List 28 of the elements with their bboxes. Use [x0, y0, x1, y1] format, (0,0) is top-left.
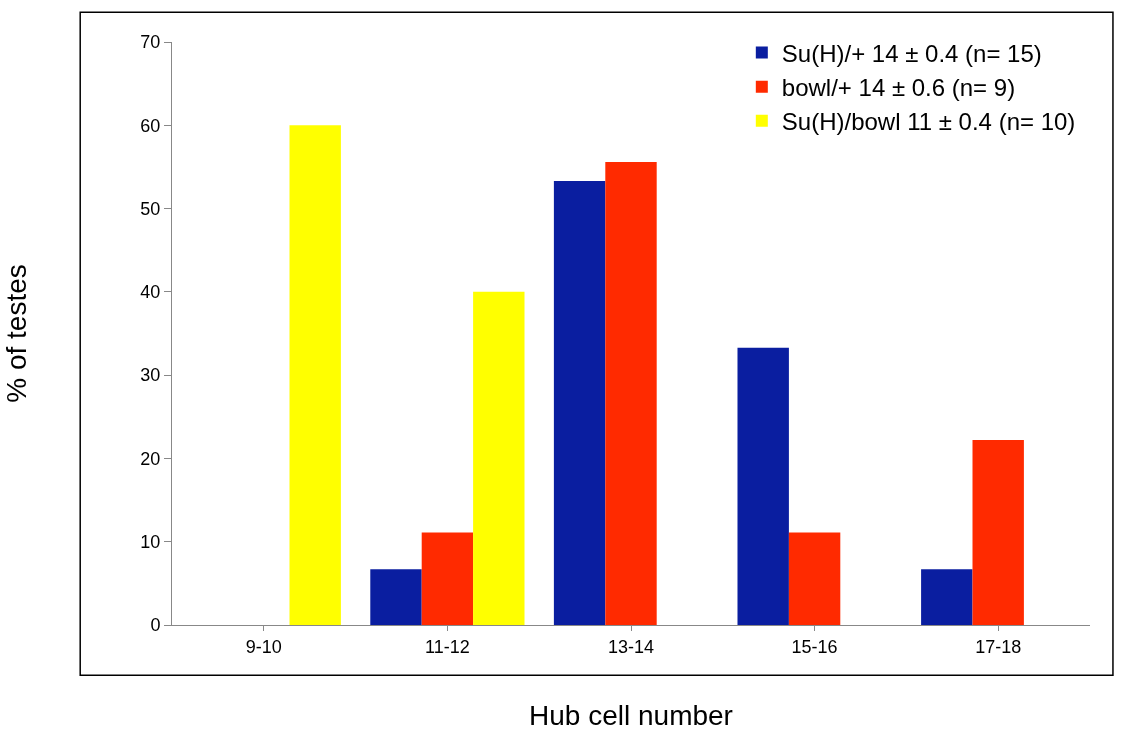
x-tick-label: 11-12: [425, 636, 470, 657]
x-tick-label: 13-14: [607, 636, 655, 657]
bar: [421, 532, 474, 625]
y-tick-label: 0: [150, 615, 161, 636]
legend-label: Su(H)/bowl 11 ± 0.4 (n= 10): [781, 108, 1076, 136]
y-tick-label: 50: [140, 198, 161, 219]
legend-label: Su(H)/+ 14 ± 0.4 (n= 15): [781, 39, 1042, 67]
bar: [921, 569, 973, 625]
y-tick-label: 60: [140, 115, 161, 136]
x-axis-title: Hub cell number: [529, 700, 733, 731]
legend-label: bowl/+ 14 ± 0.6 (n= 9): [781, 74, 1016, 101]
bar: [473, 291, 525, 625]
y-tick-label: 70: [140, 32, 161, 53]
bar: [370, 569, 422, 625]
y-tick-label: 40: [140, 282, 161, 303]
bar: [289, 125, 341, 625]
x-tick-label: 15-16: [791, 636, 838, 657]
y-tick-label: 10: [140, 532, 161, 553]
bar: [605, 161, 657, 625]
y-axis-title: % of testes: [1, 264, 33, 403]
x-tick-label: 17-18: [975, 636, 1022, 657]
bar: [553, 181, 606, 625]
x-tick-label: 9-10: [245, 636, 282, 657]
bar: [788, 532, 841, 625]
y-tick-label: 20: [140, 448, 161, 469]
bar: [737, 347, 789, 625]
y-tick-label: 30: [140, 365, 161, 386]
bar: [972, 440, 1024, 625]
